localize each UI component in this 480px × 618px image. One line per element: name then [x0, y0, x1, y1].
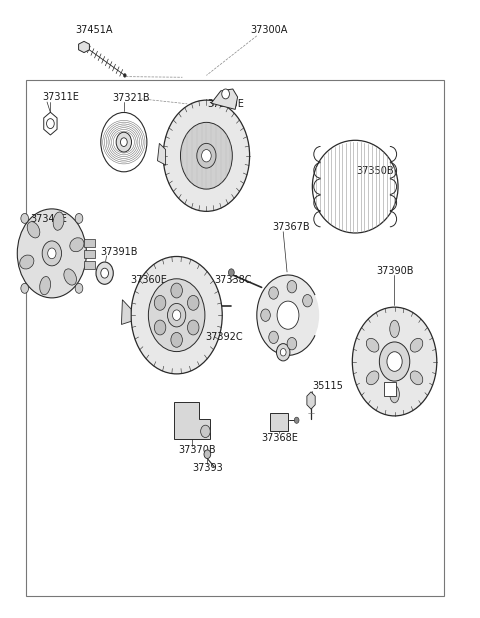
Circle shape: [202, 150, 211, 162]
Circle shape: [48, 248, 56, 259]
Ellipse shape: [390, 386, 399, 403]
Bar: [84, 250, 95, 258]
Circle shape: [131, 256, 222, 374]
Ellipse shape: [40, 276, 50, 295]
Text: 37350B: 37350B: [356, 166, 394, 176]
Ellipse shape: [70, 238, 84, 252]
Text: 37367B: 37367B: [273, 222, 310, 232]
Polygon shape: [121, 300, 131, 324]
Text: 37390B: 37390B: [376, 266, 413, 276]
Circle shape: [287, 337, 297, 350]
Text: 37370B: 37370B: [179, 445, 216, 455]
Circle shape: [204, 450, 211, 459]
Bar: [84, 261, 95, 269]
Circle shape: [96, 262, 113, 284]
Circle shape: [120, 138, 127, 146]
Circle shape: [101, 268, 108, 278]
Ellipse shape: [410, 371, 423, 385]
Ellipse shape: [366, 338, 379, 352]
Circle shape: [277, 301, 299, 329]
Circle shape: [171, 332, 182, 347]
Ellipse shape: [390, 320, 399, 337]
Circle shape: [201, 425, 210, 438]
Text: 37451A: 37451A: [75, 25, 112, 35]
Ellipse shape: [366, 371, 379, 385]
Circle shape: [197, 143, 216, 168]
Circle shape: [379, 342, 410, 381]
Circle shape: [188, 320, 199, 335]
Bar: [384, 382, 396, 396]
Text: 37391B: 37391B: [101, 247, 138, 257]
Ellipse shape: [312, 140, 398, 233]
Circle shape: [269, 287, 278, 299]
Circle shape: [154, 320, 166, 335]
Circle shape: [101, 112, 147, 172]
Text: 35115: 35115: [312, 381, 343, 391]
Circle shape: [21, 213, 28, 223]
Bar: [270, 413, 288, 431]
Bar: [26, 80, 444, 596]
Circle shape: [171, 283, 182, 298]
Ellipse shape: [410, 338, 423, 352]
Circle shape: [257, 275, 319, 355]
Circle shape: [276, 344, 290, 361]
Text: 37311E: 37311E: [42, 92, 79, 102]
Circle shape: [123, 74, 126, 77]
Polygon shape: [157, 143, 166, 165]
Text: 37392C: 37392C: [205, 332, 242, 342]
Bar: [84, 239, 95, 247]
Circle shape: [21, 284, 28, 294]
Text: 37300A: 37300A: [250, 25, 288, 35]
Text: 37338C: 37338C: [215, 275, 252, 285]
Circle shape: [163, 100, 250, 211]
Circle shape: [42, 241, 61, 266]
Ellipse shape: [27, 222, 40, 238]
Circle shape: [154, 295, 166, 310]
Circle shape: [352, 307, 437, 416]
Circle shape: [294, 417, 299, 423]
Circle shape: [75, 213, 83, 223]
Circle shape: [188, 295, 199, 310]
Polygon shape: [211, 89, 238, 109]
Ellipse shape: [20, 255, 34, 269]
Polygon shape: [79, 41, 89, 53]
Circle shape: [168, 303, 186, 327]
Text: 37321B: 37321B: [112, 93, 149, 103]
Circle shape: [180, 122, 232, 189]
Circle shape: [222, 89, 229, 99]
Circle shape: [303, 295, 312, 307]
Text: 37393: 37393: [192, 464, 223, 473]
Circle shape: [17, 209, 86, 298]
Polygon shape: [307, 392, 315, 409]
Circle shape: [47, 119, 54, 129]
Text: 37368E: 37368E: [261, 433, 298, 442]
Circle shape: [172, 310, 181, 321]
Circle shape: [269, 331, 278, 344]
Polygon shape: [44, 112, 57, 135]
Text: 37360E: 37360E: [131, 275, 168, 285]
Text: 37330E: 37330E: [207, 99, 244, 109]
Circle shape: [116, 132, 132, 152]
Circle shape: [75, 284, 83, 294]
Circle shape: [280, 349, 286, 356]
Text: 37340E: 37340E: [30, 214, 67, 224]
Polygon shape: [174, 402, 210, 439]
Ellipse shape: [53, 212, 64, 231]
Circle shape: [287, 281, 297, 293]
Circle shape: [261, 309, 270, 321]
Ellipse shape: [64, 269, 76, 285]
Circle shape: [148, 279, 205, 352]
Circle shape: [228, 269, 234, 276]
Circle shape: [387, 352, 402, 371]
